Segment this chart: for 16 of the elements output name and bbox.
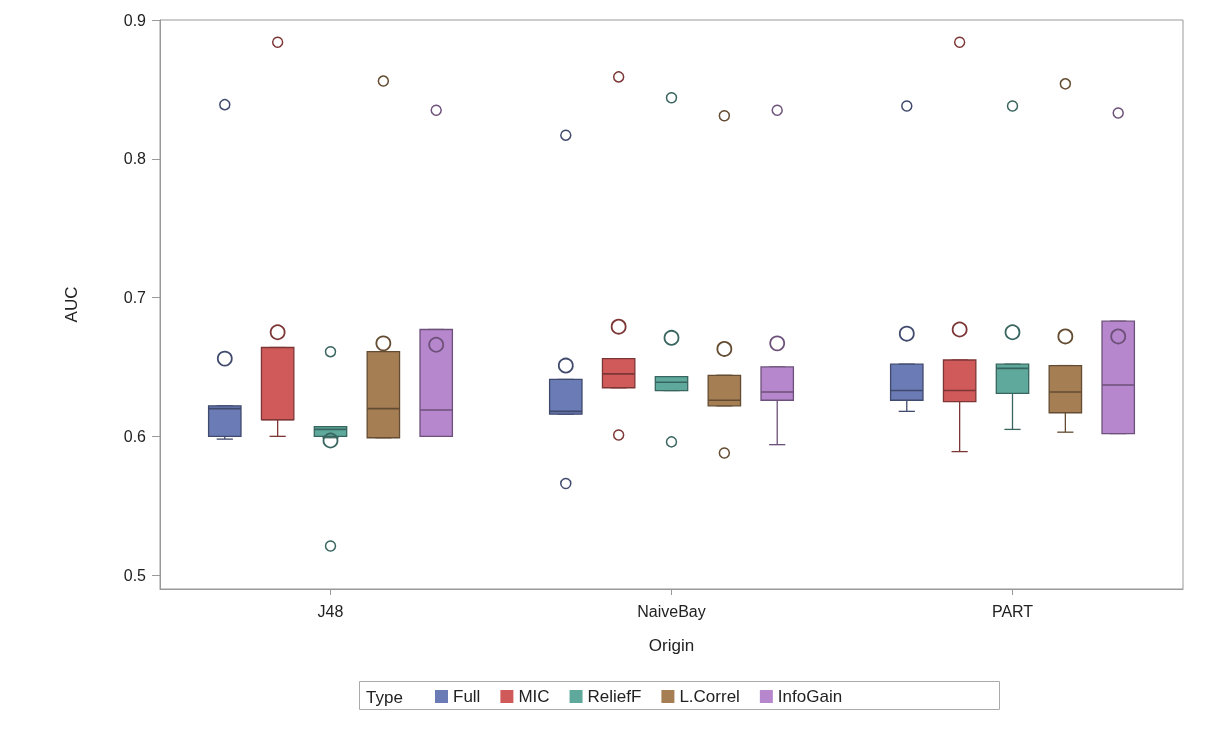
y-tick-label: 0.6	[123, 427, 147, 445]
legend-title: Type	[366, 688, 403, 707]
x-tick-label: NaiveBay	[637, 602, 706, 620]
legend-label: ReliefF	[587, 687, 642, 706]
x-axis-title: Origin	[648, 636, 695, 655]
y-tick-label: 0.8	[123, 150, 147, 168]
y-axis-title: AUC	[62, 286, 81, 323]
legend-label: InfoGain	[777, 687, 843, 706]
y-tick-label: 0.7	[123, 289, 147, 307]
x-tick-label: PART	[991, 602, 1034, 620]
y-tick-label: 0.5	[123, 566, 147, 584]
legend-label: MIC	[518, 687, 550, 706]
y-tick-label: 0.9	[123, 11, 147, 29]
legend-label: L.Correl	[679, 687, 740, 706]
legend-label: Full	[453, 687, 481, 706]
x-tick-label: J48	[317, 602, 344, 620]
